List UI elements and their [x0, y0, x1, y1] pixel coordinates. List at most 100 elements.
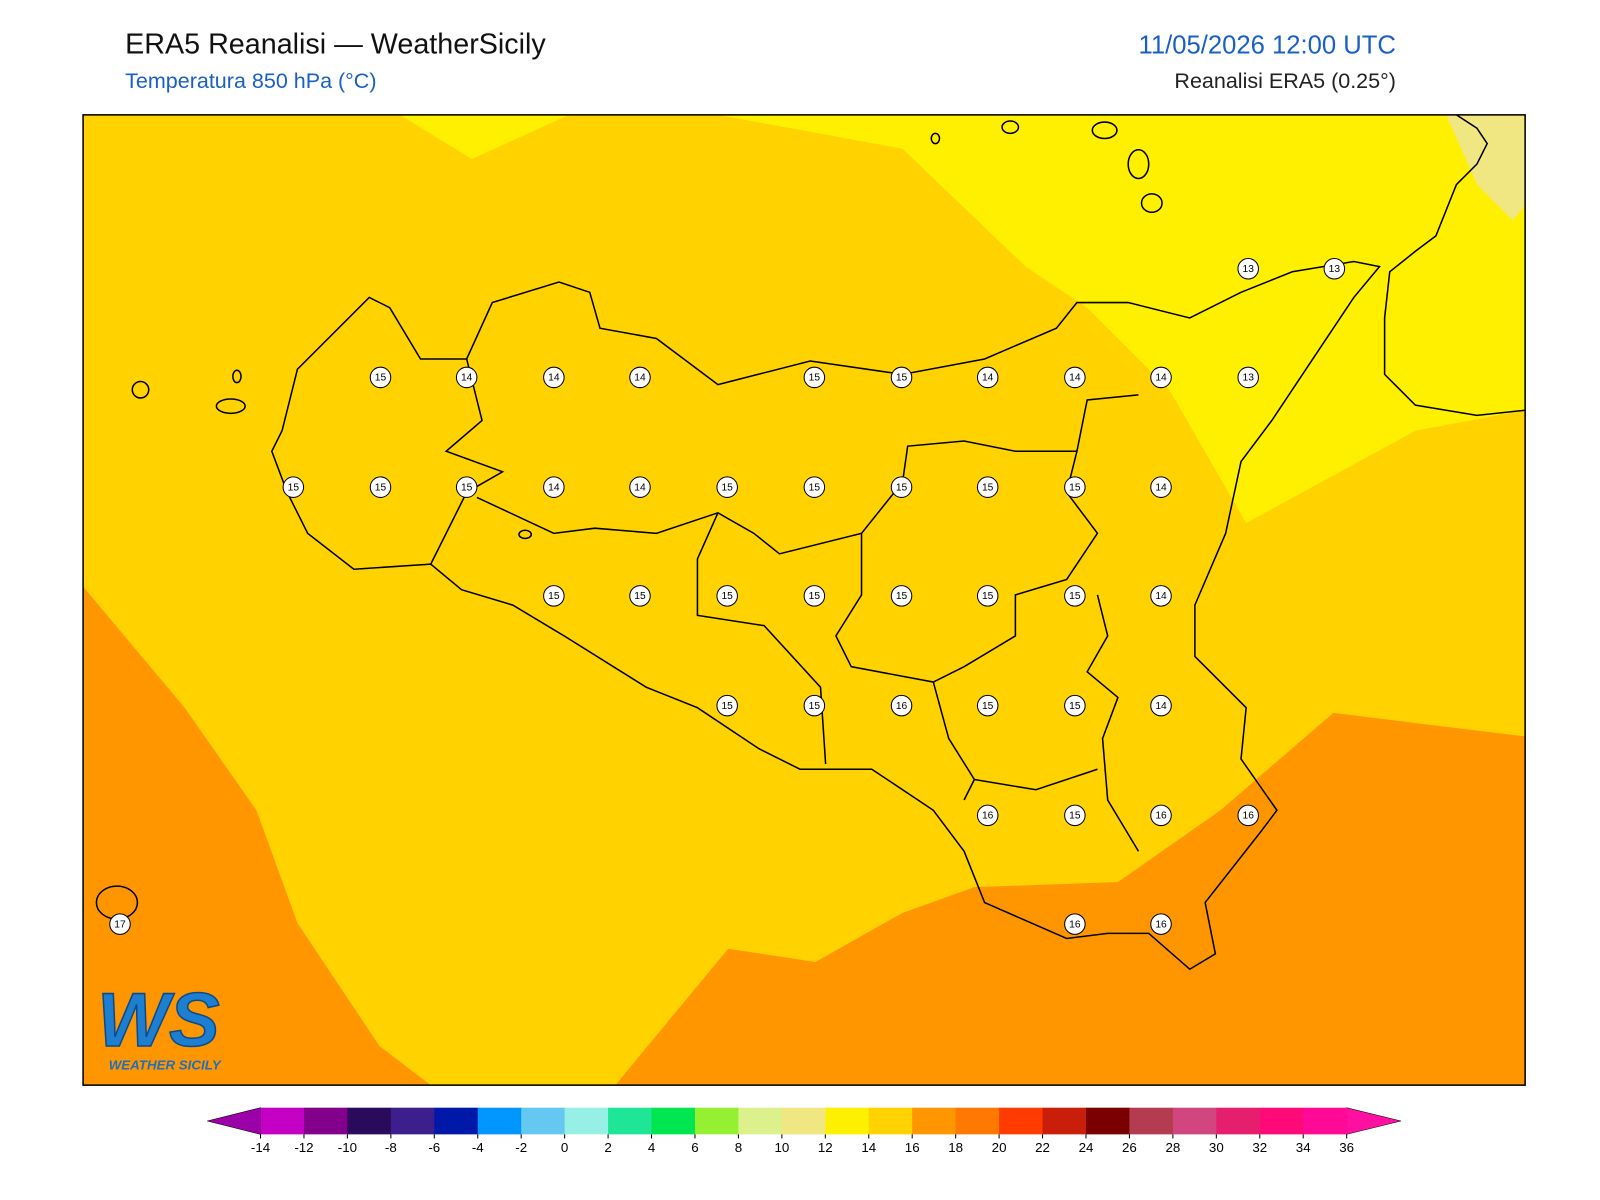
point: 15	[716, 694, 738, 717]
point: 15	[1064, 476, 1086, 498]
point-marker	[976, 366, 999, 389]
point: 15	[1064, 804, 1086, 827]
point-value: 16	[982, 811, 994, 822]
colorbar-band	[1042, 1107, 1087, 1135]
point-value: 14	[982, 373, 994, 384]
colorbar-tick-label: 0	[561, 1140, 568, 1155]
point-value: 16	[1155, 919, 1167, 930]
colorbar-band	[868, 1107, 913, 1135]
point-value: 15	[721, 591, 733, 602]
colorbar-tick-label: -4	[472, 1140, 484, 1155]
point: 15	[803, 585, 826, 607]
point: 14	[1064, 366, 1086, 389]
point-marker	[629, 585, 651, 607]
point-value: 15	[982, 591, 994, 602]
point: 16	[976, 804, 999, 827]
colorbar-band	[825, 1107, 870, 1135]
point: 13	[1237, 257, 1259, 280]
point: 14	[1150, 585, 1172, 607]
point: 16	[1064, 913, 1086, 935]
point-marker	[803, 476, 826, 498]
point-marker	[1064, 913, 1086, 935]
colorbar-under	[207, 1107, 261, 1135]
colorbar-band	[521, 1107, 566, 1135]
point-value: 15	[809, 482, 821, 493]
point-value: 16	[1243, 811, 1255, 822]
point-value: 14	[548, 373, 560, 384]
colorbar-tick-label: -14	[251, 1140, 271, 1155]
point-marker	[976, 804, 999, 827]
point: 14	[1150, 366, 1172, 389]
point-marker	[976, 476, 999, 498]
point-value: 15	[982, 701, 994, 712]
point-value: 15	[375, 373, 387, 384]
point-value: 15	[634, 591, 646, 602]
point: 17	[109, 913, 131, 935]
point-marker	[543, 585, 565, 607]
point-marker	[1237, 804, 1259, 827]
point: 15	[629, 585, 651, 607]
colorbar-tick-label: 28	[1165, 1140, 1180, 1155]
logo: WS WEATHER SICILY	[97, 977, 222, 1072]
colorbar-tick-label: -10	[338, 1140, 357, 1155]
colorbar-band	[1085, 1107, 1130, 1135]
point-value: 14	[1155, 591, 1167, 602]
point-value: 14	[634, 482, 646, 493]
point: 13	[1323, 257, 1346, 280]
point: 14	[629, 476, 651, 498]
point-value: 15	[721, 482, 733, 493]
map-frame	[82, 114, 1526, 1086]
point-marker	[1150, 476, 1172, 498]
colorbar-tick-label: 22	[1035, 1140, 1050, 1155]
calabria-coast	[1383, 114, 1526, 417]
point: 15	[282, 476, 305, 498]
point-value: 15	[375, 482, 387, 493]
colorbar-band	[955, 1107, 1000, 1135]
point: 15	[1064, 585, 1086, 607]
point-marker	[1064, 476, 1086, 498]
colorbar-tick-label: 24	[1079, 1140, 1094, 1155]
point: 16	[890, 694, 913, 717]
point: 14	[543, 366, 565, 389]
point-marker	[369, 366, 392, 389]
colorbar-band	[477, 1107, 522, 1135]
colorbar-tick-label: 36	[1339, 1140, 1354, 1155]
point: 13	[1237, 366, 1259, 389]
point-marker	[543, 476, 565, 498]
colorbar-band	[1259, 1107, 1304, 1135]
point: 15	[890, 476, 913, 498]
colorbar-tick-label: 6	[691, 1140, 698, 1155]
field-12-14	[400, 114, 570, 159]
point: 15	[976, 694, 999, 717]
colorbar-band	[390, 1107, 435, 1135]
colorbar-over	[1346, 1107, 1402, 1135]
point: 14	[1150, 694, 1172, 717]
point: 15	[803, 694, 826, 717]
colorbar-tick-label: 10	[774, 1140, 789, 1155]
point-value: 15	[896, 373, 908, 384]
point-marker	[629, 366, 651, 389]
point-value: 17	[114, 919, 126, 930]
point: 15	[890, 366, 913, 389]
point: 14	[543, 476, 565, 498]
point-value: 15	[721, 701, 733, 712]
point-marker	[455, 366, 478, 389]
point: 15	[369, 366, 392, 389]
point-marker	[109, 913, 131, 935]
colorbar-tick-label: -6	[428, 1140, 440, 1155]
colorbar-band	[1129, 1107, 1174, 1135]
colorbar-band	[1172, 1107, 1217, 1135]
point: 15	[976, 476, 999, 498]
point-marker	[455, 476, 478, 498]
point-value: 13	[1243, 373, 1255, 384]
point-value: 14	[548, 482, 560, 493]
colorbar-band	[564, 1107, 609, 1135]
field-12-14	[717, 114, 1526, 524]
point-marker	[890, 694, 913, 717]
map: 13 13 15 14 14 14 15 15 14 14 14 13 15 15 15 14 14 15 15 15…	[83, 114, 1526, 1086]
point-marker	[543, 366, 565, 389]
point-value: 14	[1155, 701, 1167, 712]
colorbar-tick-label: 18	[948, 1140, 963, 1155]
point-value: 15	[809, 701, 821, 712]
